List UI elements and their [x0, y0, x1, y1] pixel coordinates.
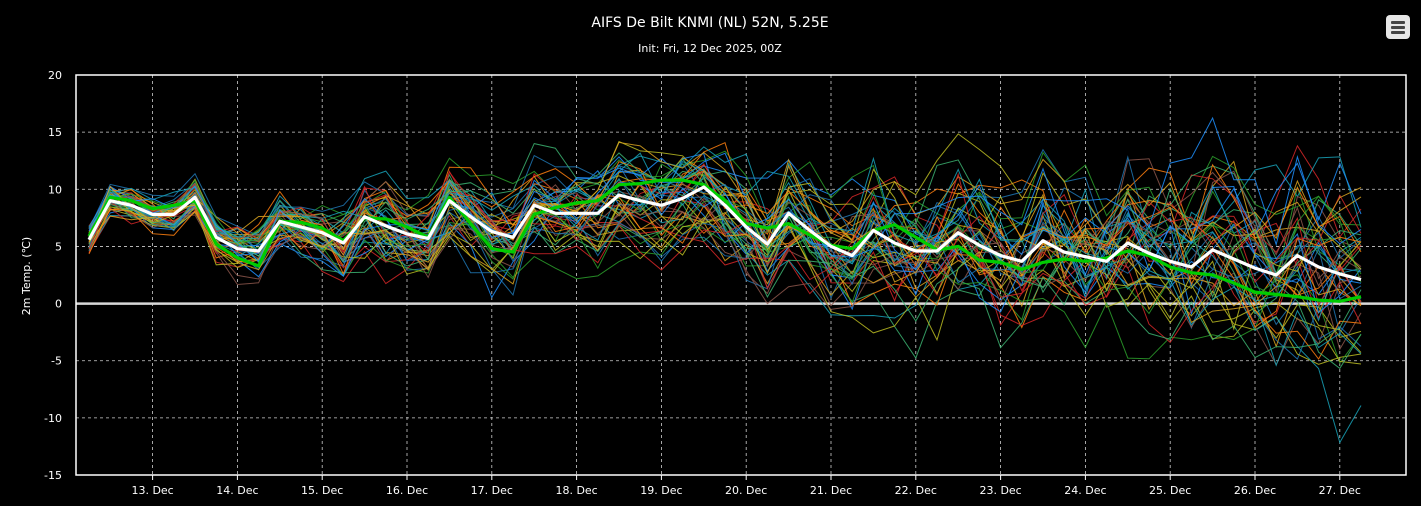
ensemble-member-line	[88, 143, 1362, 349]
ensemble-mean-line	[87, 185, 1362, 282]
x-tick-label: 19. Dec	[640, 484, 682, 497]
ensemble-member-line	[88, 161, 1362, 360]
chart-menu-button[interactable]	[1386, 15, 1410, 39]
ensemble-member-line	[88, 193, 1362, 325]
x-tick-label: 27. Dec	[1319, 484, 1361, 497]
ensemble-member-line	[88, 179, 1362, 360]
x-tick-label: 20. Dec	[725, 484, 767, 497]
x-tick-label: 16. Dec	[386, 484, 428, 497]
plot-frame	[75, 74, 1407, 476]
y-tick-label: -15	[44, 469, 62, 482]
y-tick-label: -10	[44, 412, 62, 425]
y-axis-label: 2m Temp. (℃)	[20, 237, 33, 315]
ensemble-members	[88, 116, 1362, 444]
x-tick-label: 23. Dec	[979, 484, 1021, 497]
y-tick-label: -5	[51, 355, 62, 368]
y-tick-label: 10	[48, 183, 62, 196]
x-tick-label: 24. Dec	[1064, 484, 1106, 497]
menu-icon-bar	[1391, 26, 1405, 29]
x-tick-label: 14. Dec	[216, 484, 258, 497]
y-tick-label: 0	[55, 298, 62, 311]
y-tick-label: 20	[48, 69, 62, 82]
main-series	[87, 178, 1362, 303]
ensemble-member-line	[88, 184, 1362, 305]
y-tick-label: 5	[55, 240, 62, 253]
x-tick-label: 17. Dec	[471, 484, 513, 497]
axes: 20 15 10 5 0 -5 -10 -15 13. Dec 14. Dec 15. Dec 16.…	[44, 69, 1407, 497]
y-tick-label: 15	[48, 126, 62, 139]
ensemble-member-line	[88, 178, 1362, 359]
control-run-line	[87, 178, 1362, 303]
x-tick-label: 26. Dec	[1234, 484, 1276, 497]
x-tick-label: 18. Dec	[555, 484, 597, 497]
ensemble-member-line	[88, 170, 1362, 310]
ensemble-member-line	[88, 186, 1362, 342]
x-tick-label: 22. Dec	[895, 484, 937, 497]
x-tick-label: 21. Dec	[810, 484, 852, 497]
x-tick-label: 13. Dec	[131, 484, 173, 497]
ensemble-member-line	[88, 148, 1362, 335]
chart-title: AIFS De Bilt KNMI (NL) 52N, 5.25E	[591, 15, 828, 31]
menu-icon-bar	[1391, 31, 1405, 34]
chart-subtitle: Init: Fri, 12 Dec 2025, 00Z	[638, 42, 782, 55]
ensemble-member-line	[88, 180, 1362, 328]
x-tick-label: 25. Dec	[1149, 484, 1191, 497]
menu-icon-bar	[1391, 21, 1405, 24]
x-tick-label: 15. Dec	[301, 484, 343, 497]
ensemble-member-line	[88, 116, 1362, 277]
